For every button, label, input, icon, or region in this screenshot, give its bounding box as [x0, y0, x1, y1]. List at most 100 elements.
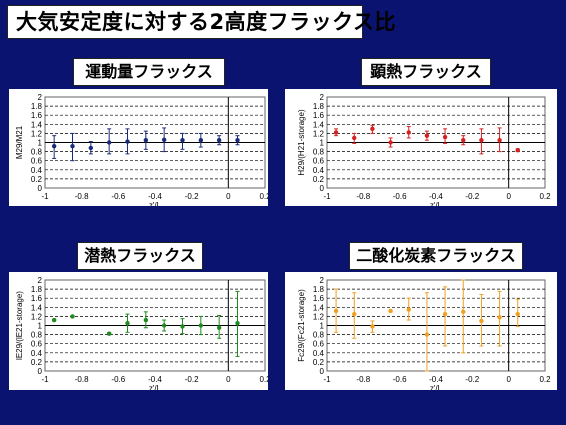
x-tick-label: -0.6	[393, 192, 407, 201]
data-marker	[370, 126, 375, 132]
data-point	[406, 126, 411, 139]
x-tick-label: -1	[323, 375, 331, 384]
data-point	[388, 308, 393, 314]
y-tick-label: 1.4	[313, 120, 325, 129]
x-tick-label: 0	[506, 192, 511, 201]
data-point	[515, 148, 520, 153]
y-tick-label: 0.4	[31, 349, 43, 358]
x-tick-label: 0.2	[259, 375, 268, 384]
x-tick-label: -0.8	[356, 375, 370, 384]
data-marker	[161, 137, 167, 142]
y-axis-label: lE29/(lE21-storage)	[15, 291, 24, 360]
data-marker	[235, 138, 240, 143]
y-tick-label: 1.6	[31, 111, 43, 120]
y-tick-label: 1.8	[313, 102, 325, 111]
data-point	[161, 127, 167, 153]
chart-title-latent: 潜熱フラックス	[77, 242, 203, 270]
data-point	[143, 130, 149, 150]
x-axis-label: z'/L	[430, 384, 443, 390]
x-tick-label: -0.4	[148, 192, 162, 201]
data-marker	[333, 308, 339, 314]
y-tick-label: 1.2	[31, 312, 43, 321]
data-point	[424, 292, 430, 372]
y-tick-label: 0.2	[313, 175, 325, 184]
chart-panel-sensible: 0 0.2 0.4 0.6 0.8 1 1.2 1.4 1.6 1.8 2 -1 -0.8 -0.6 -0.…	[285, 89, 557, 210]
data-point	[515, 298, 520, 327]
data-point	[442, 128, 448, 144]
data-marker	[515, 148, 520, 153]
y-tick-label: 1.4	[31, 303, 43, 312]
y-axis-label: Fc29/(Fc21-storage)	[297, 289, 306, 362]
data-marker	[198, 323, 204, 328]
data-point	[497, 127, 502, 153]
x-tick-label: 0.2	[539, 192, 551, 201]
data-point	[88, 141, 94, 155]
x-tick-label: -0.2	[185, 375, 199, 384]
chart-panel-momentum: 0 0.2 0.4 0.6 0.8 1 1.2 1.4 1.6 1.8 2 -1 -0.8 -0.6 -0.…	[9, 89, 271, 210]
x-tick-label: 0	[506, 375, 511, 384]
y-tick-label: 2	[38, 276, 43, 285]
y-tick-label: 0.2	[31, 175, 43, 184]
x-tick-label: -1	[41, 192, 49, 201]
y-tick-label: 1.8	[313, 285, 325, 294]
data-point	[235, 290, 240, 357]
data-marker	[370, 324, 375, 329]
y-tick-label: 0.6	[313, 340, 325, 349]
data-point	[370, 124, 375, 134]
y-tick-label: 0.6	[31, 157, 43, 166]
data-marker	[388, 140, 393, 145]
y-tick-label: 0.6	[31, 340, 43, 349]
data-marker	[352, 135, 357, 141]
data-marker	[235, 321, 240, 326]
data-marker	[479, 138, 484, 143]
x-tick-label: -0.8	[356, 192, 370, 201]
data-marker	[143, 138, 149, 143]
y-tick-label: 0.8	[31, 331, 43, 340]
x-tick-label: 0.2	[539, 375, 551, 384]
data-point	[70, 132, 75, 162]
data-marker	[497, 138, 502, 143]
data-point	[479, 128, 484, 155]
y-tick-label: 2	[320, 276, 325, 285]
data-point	[198, 132, 204, 148]
data-point	[406, 297, 411, 321]
y-tick-label: 1.6	[31, 294, 43, 303]
data-marker	[106, 140, 112, 145]
x-tick-label: -0.6	[111, 375, 125, 384]
x-tick-label: -0.4	[429, 375, 443, 384]
x-tick-label: -0.2	[465, 192, 479, 201]
y-tick-label: 1.6	[313, 294, 325, 303]
data-point	[352, 292, 357, 339]
y-tick-label: 0	[320, 367, 325, 376]
data-point	[424, 130, 430, 141]
data-point	[461, 279, 466, 354]
data-marker	[515, 311, 520, 317]
data-marker	[406, 130, 411, 135]
data-marker	[461, 138, 466, 143]
y-tick-label: 1	[320, 322, 325, 331]
data-marker	[461, 309, 466, 315]
data-point	[125, 313, 130, 333]
x-tick-label: -1	[323, 192, 331, 201]
x-tick-label: 0.2	[259, 192, 268, 201]
y-tick-label: 1	[38, 139, 43, 148]
y-tick-label: 0.4	[313, 349, 325, 358]
y-tick-label: 0.8	[313, 331, 325, 340]
data-point	[106, 128, 112, 155]
data-marker	[180, 324, 185, 329]
data-point	[106, 331, 112, 336]
y-tick-label: 0.2	[313, 358, 325, 367]
x-tick-label: 0	[226, 375, 231, 384]
data-marker	[352, 311, 357, 317]
chart-momentum: 00.20.40.60.811.21.41.61.82-1 -0.8 -0.6 -0.…	[15, 93, 271, 210]
x-tick-label: -0.4	[148, 375, 162, 384]
y-tick-label: 0	[38, 367, 43, 376]
data-marker	[424, 133, 430, 138]
chart-sensible: 00.20.40.60.811.21.41.61.82-1 -0.8 -0.6 -0.…	[297, 93, 551, 210]
x-tick-label: -0.2	[185, 192, 199, 201]
data-marker	[479, 318, 484, 324]
y-tick-label: 1	[38, 322, 43, 331]
data-point	[216, 314, 222, 339]
data-point	[333, 128, 339, 137]
y-tick-label: 0.6	[313, 157, 325, 166]
